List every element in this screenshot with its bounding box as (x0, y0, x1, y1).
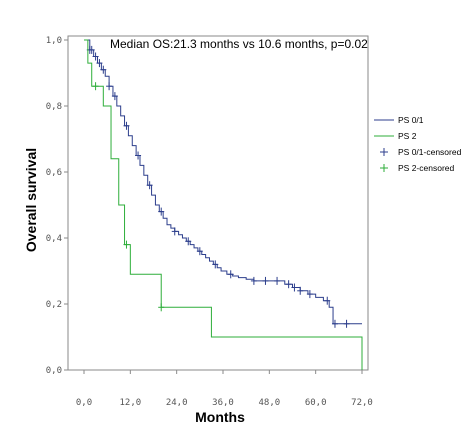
censor-mark-ps01 (212, 260, 219, 269)
censor-mark-ps01 (324, 296, 331, 305)
censor-mark-ps01 (285, 280, 292, 289)
legend-label-ps2-censored: PS 2-censored (398, 163, 454, 173)
censor-mark-ps01 (135, 151, 142, 160)
y-tick-label: 0,0 (46, 366, 62, 376)
plot-frame (67, 35, 369, 371)
censor-mark-ps2 (123, 240, 130, 249)
censor-mark-ps01 (96, 59, 103, 68)
series-line-ps01 (84, 39, 362, 325)
censor-mark-ps01 (158, 207, 165, 216)
legend-cross-ps01-censored (380, 148, 388, 156)
y-tick-label: 1,0 (46, 36, 62, 46)
censor-mark-ps01 (146, 181, 153, 190)
y-tick-label: 0,4 (46, 234, 62, 244)
x-tick-label: 36,0 (212, 398, 234, 408)
censor-mark-ps01 (331, 319, 338, 328)
censor-mark-ps01 (196, 247, 203, 256)
censor-mark-ps01 (262, 276, 269, 285)
censor-mark-ps01 (185, 237, 192, 246)
median-annotation: Median OS:21.3 months vs 10.6 months, p=… (110, 37, 368, 51)
y-tick-label: 0,2 (46, 300, 62, 310)
legend-label-ps01-censored: PS 0/1-censored (398, 147, 462, 157)
legend: PS 0/1 PS 2 PS 0/1-censored PS 2-censore… (374, 115, 462, 173)
y-tick-label: 0,6 (46, 168, 62, 178)
series-line-ps2 (84, 39, 363, 370)
censor-mark-ps01 (306, 290, 313, 299)
legend-label-ps01: PS 0/1 (398, 115, 424, 125)
series-layer (84, 39, 363, 370)
x-tick-label: 0,0 (76, 398, 92, 408)
tick-layer: 0,0 0,2 0,4 0,6 0,8 1,0 0,0 12,0 24,0 36,0 48,0 60,… (46, 36, 373, 408)
censor-mark-ps01 (227, 270, 234, 279)
legend-item-ps2: PS 2 (374, 131, 417, 141)
legend-item-ps01-censored: PS 0/1-censored (380, 147, 462, 157)
censor-mark-ps01 (291, 283, 298, 292)
censor-mark-ps01 (123, 121, 130, 130)
censor-mark-ps01 (100, 65, 107, 74)
legend-cross-ps2-censored (380, 164, 388, 172)
chart-axes (67, 35, 369, 371)
censor-mark-ps01 (171, 227, 178, 236)
x-axis-label: Months (195, 409, 245, 425)
x-tick-label: 60,0 (305, 398, 327, 408)
censor-mark-ps2 (158, 303, 165, 312)
x-tick-label: 48,0 (258, 398, 280, 408)
legend-item-ps01: PS 0/1 (374, 115, 424, 125)
legend-item-ps2-censored: PS 2-censored (380, 163, 454, 173)
censor-mark-ps01 (297, 286, 304, 295)
x-tick-label: 24,0 (166, 398, 188, 408)
censor-mark-ps01 (343, 319, 350, 328)
y-axis-label: Overall survival (23, 148, 39, 252)
x-tick-label: 12,0 (119, 398, 141, 408)
y-tick-label: 0,8 (46, 102, 62, 112)
censor-mark-ps01 (111, 92, 118, 101)
censor-mark-ps2 (92, 82, 99, 91)
x-tick-label: 72,0 (351, 398, 373, 408)
censor-mark-ps01 (88, 45, 95, 54)
censor-mark-ps01 (250, 276, 257, 285)
censor-mark-ps01 (92, 52, 99, 61)
censor-mark-ps01 (106, 82, 113, 91)
censor-mark-ps01 (274, 276, 281, 285)
legend-label-ps2: PS 2 (398, 131, 417, 141)
